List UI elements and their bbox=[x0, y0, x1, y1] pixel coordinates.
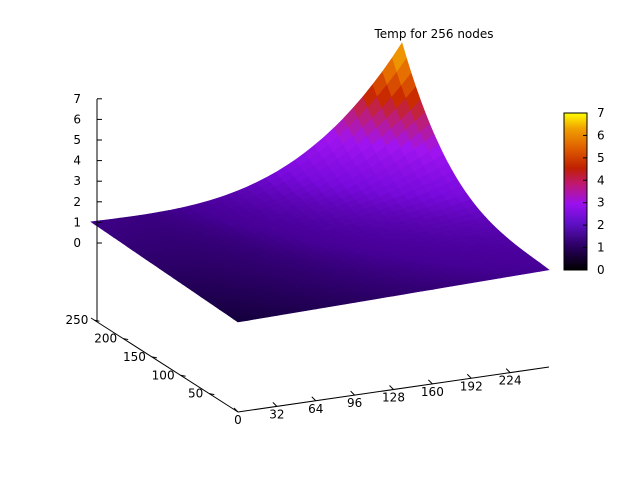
x-tick-label: 32 bbox=[269, 407, 284, 421]
z-tick-label: 7 bbox=[73, 92, 81, 106]
x-tick bbox=[505, 368, 511, 373]
x-tick-label: 128 bbox=[382, 391, 405, 405]
colorbox-tick-label: 6 bbox=[597, 128, 605, 142]
colorbox-tick-label: 4 bbox=[597, 173, 605, 187]
colorbox-gradient bbox=[563, 112, 588, 271]
x-tick bbox=[428, 379, 433, 385]
colorbox-ticks: 0 1 2 3 4 5 6 7 bbox=[583, 106, 605, 277]
y-tick-label: 50 bbox=[188, 387, 203, 401]
x-tick bbox=[350, 390, 355, 396]
x-tick-label: 160 bbox=[421, 385, 444, 399]
y-tick bbox=[209, 393, 215, 396]
axes: 0 32 64 96 128 160 192 224 50 100 150 200 250 0 1 2 3 4 5 6… bbox=[66, 92, 550, 427]
x-tick bbox=[389, 385, 394, 390]
chart-title: Temp for 256 nodes bbox=[373, 27, 493, 41]
z-tick-label: 5 bbox=[73, 133, 81, 147]
colorbox-tick-label: 2 bbox=[597, 218, 605, 232]
x-tick-label: 0 bbox=[234, 413, 242, 427]
colorbox-tick-label: 1 bbox=[597, 241, 605, 255]
z-tick-label: 0 bbox=[73, 236, 81, 250]
z-tick-label: 6 bbox=[73, 112, 81, 126]
y-tick-label: 150 bbox=[123, 350, 146, 364]
y-tick bbox=[123, 338, 129, 341]
x-tick bbox=[233, 407, 239, 413]
surface-cell bbox=[533, 266, 550, 272]
z-tick-label: 2 bbox=[73, 195, 81, 209]
x-tick-label: 192 bbox=[460, 379, 483, 393]
z-tick-label: 4 bbox=[73, 154, 81, 168]
colorbox: 0 1 2 3 4 5 6 7 bbox=[563, 106, 605, 277]
y-tick bbox=[94, 319, 100, 322]
x-tick-label: 96 bbox=[347, 396, 362, 410]
x-tick-label: 224 bbox=[499, 374, 522, 388]
surface-mesh bbox=[90, 42, 550, 323]
colorbox-tick-label: 0 bbox=[597, 263, 605, 277]
z-tick-label: 1 bbox=[73, 215, 81, 229]
y-tick bbox=[151, 356, 157, 359]
x-tick bbox=[272, 402, 278, 407]
y-tick-label: 250 bbox=[66, 313, 89, 327]
z-tick-label: 3 bbox=[73, 174, 81, 188]
y-axis-line bbox=[90, 317, 239, 413]
colorbox-tick-label: 3 bbox=[597, 196, 605, 210]
y-tick-label: 200 bbox=[94, 332, 117, 346]
x-tick bbox=[311, 396, 317, 402]
y-tick-label: 100 bbox=[152, 368, 175, 382]
colorbox-tick-label: 7 bbox=[597, 106, 605, 120]
y-tick bbox=[180, 374, 186, 377]
x-tick bbox=[466, 373, 472, 379]
x-tick-label: 64 bbox=[308, 402, 323, 416]
colorbox-tick-label: 5 bbox=[597, 151, 605, 165]
